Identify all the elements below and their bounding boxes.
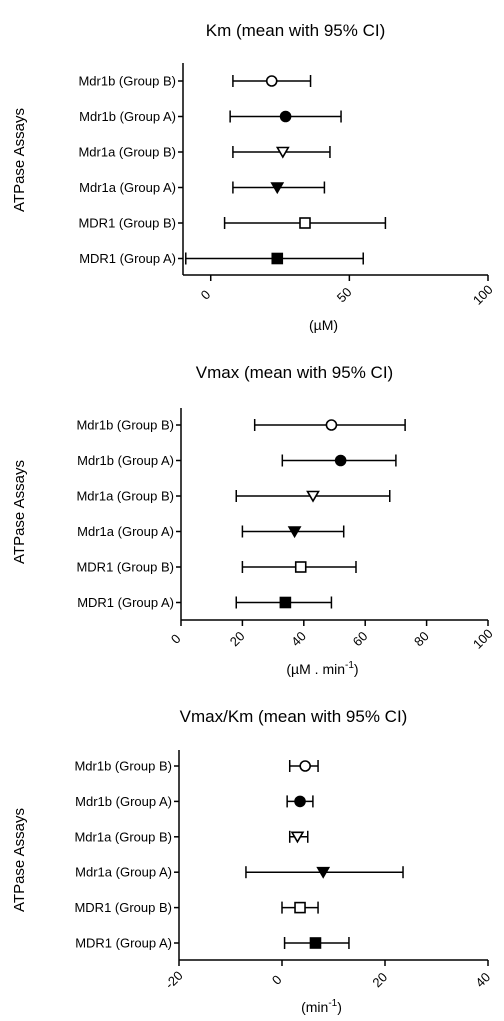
chart3-mean-marker — [294, 901, 306, 914]
chart1-y-axis-label: ATPase Assays — [11, 108, 28, 212]
chart3-category-label: Mdr1b (Group A) — [75, 794, 172, 809]
chart3-category-label: MDR1 (Group A) — [75, 936, 172, 951]
chart2-mean-marker — [294, 561, 307, 573]
chart3-x-axis-label: (min-1) — [301, 998, 342, 1015]
chart2-category-label: Mdr1a (Group B) — [76, 489, 174, 504]
chart2-x-axis-label-end: ) — [354, 661, 359, 677]
chart1-category-label: Mdr1b (Group A) — [79, 109, 176, 124]
chart2-x-tick-label: 20 — [227, 628, 248, 649]
chart2-x-tick-label: 80 — [411, 628, 432, 649]
chart2-mean-marker — [325, 419, 338, 431]
chart3-mean-marker — [299, 760, 311, 772]
chart2-category-label: Mdr1b (Group A) — [77, 453, 174, 468]
chart1-category-label: MDR1 (Group B) — [78, 216, 176, 231]
chart2-x-tick-label: 40 — [288, 628, 309, 649]
chart1-mean-marker — [270, 182, 285, 195]
chart3-mean-marker — [290, 831, 305, 844]
chart3-x-axis-label-text: (min — [301, 999, 328, 1015]
chart2-x-axis-label-text: (µM . min — [286, 661, 345, 677]
chart3-x-tick-label: 0 — [269, 972, 285, 988]
chart1-mean-marker — [275, 146, 290, 159]
chart3-mean-marker — [294, 795, 306, 808]
chart1-title: Km (mean with 95% CI) — [206, 21, 386, 40]
chart3-category-label: Mdr1a (Group A) — [75, 865, 172, 880]
chart2-y-axis-label: ATPase Assays — [11, 460, 28, 564]
chart2-x-axis-label: (µM . min-1) — [286, 660, 358, 677]
chart3-x-tick-label: 20 — [369, 969, 390, 990]
chart1-x-tick-label: 50 — [334, 284, 355, 305]
chart1-category-label: Mdr1b (Group B) — [78, 74, 176, 89]
chart1-mean-marker — [279, 110, 292, 123]
chart2-category-label: Mdr1b (Group B) — [76, 418, 174, 433]
chart2-title: Vmax (mean with 95% CI) — [196, 363, 393, 382]
chart3-title: Vmax/Km (mean with 95% CI) — [180, 707, 408, 726]
chart2-mean-marker — [279, 596, 292, 609]
chart3-x-tick-label: -20 — [162, 968, 186, 992]
chart1-mean-marker — [299, 217, 311, 229]
chart1-x-tick-label: 0 — [198, 287, 214, 303]
chart1-category-label: Mdr1a (Group B) — [78, 145, 176, 160]
chart3-x-axis-label-end: ) — [337, 999, 342, 1015]
chart3-y-axis-label: ATPase Assays — [11, 808, 28, 912]
chart2-mean-marker — [306, 490, 320, 503]
chart2-x-tick-label: 0 — [168, 631, 184, 647]
chart1-x-axis-label-text: (µM) — [309, 317, 338, 333]
chart3-mean-marker — [316, 866, 331, 879]
chart1-mean-marker — [265, 75, 278, 87]
chart2-mean-marker — [334, 454, 347, 467]
chart3-category-label: MDR1 (Group B) — [74, 900, 172, 915]
chart2-category-label: MDR1 (Group A) — [77, 595, 174, 610]
chart2-category-label: MDR1 (Group B) — [76, 560, 174, 575]
chart2-mean-marker — [287, 526, 302, 539]
chart3-mean-marker — [309, 937, 322, 949]
chart1-category-label: MDR1 (Group A) — [79, 251, 176, 266]
chart2-x-tick-label: 100 — [470, 626, 496, 652]
chart3-category-label: Mdr1a (Group B) — [74, 829, 172, 844]
chart1-category-label: Mdr1a (Group A) — [79, 180, 176, 195]
chart1-mean-marker — [271, 252, 284, 265]
chart3-category-label: Mdr1b (Group B) — [74, 759, 172, 774]
chart3-x-tick-label: 40 — [472, 969, 493, 990]
chart2-x-axis-label-superscript: -1 — [345, 660, 354, 671]
chart2-x-tick-label: 60 — [350, 628, 371, 649]
chart1-x-tick-label: 100 — [470, 282, 496, 308]
chart2-category-label: Mdr1a (Group A) — [77, 524, 174, 539]
chart3-x-axis-label-superscript: -1 — [328, 998, 337, 1009]
chart1-x-axis-label: (µM) — [309, 317, 338, 333]
